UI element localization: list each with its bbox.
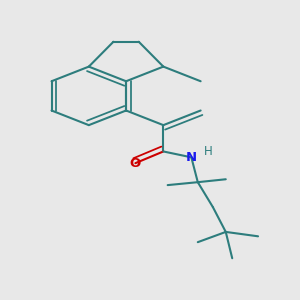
Text: N: N (186, 151, 197, 164)
Text: H: H (204, 145, 213, 158)
Text: O: O (130, 157, 141, 170)
